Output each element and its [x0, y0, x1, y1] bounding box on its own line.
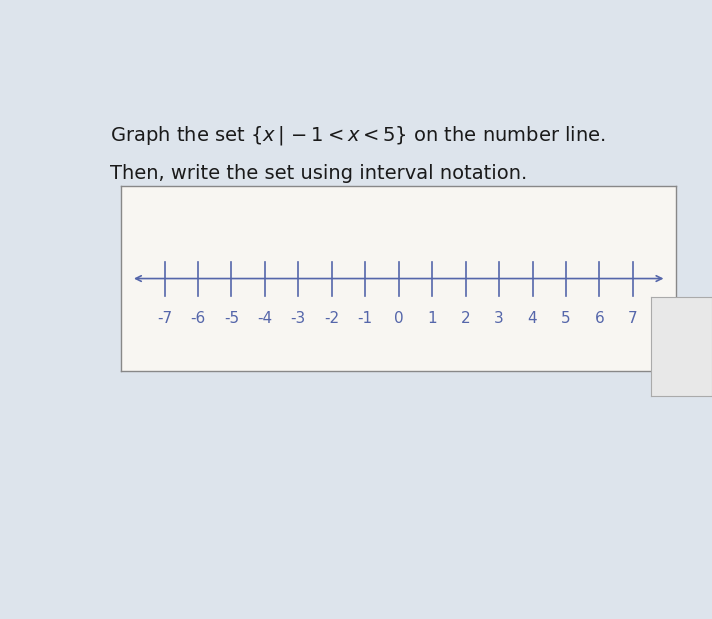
Text: -2: -2: [324, 311, 340, 326]
Text: 7: 7: [628, 311, 638, 326]
Text: -5: -5: [224, 311, 239, 326]
Text: 5: 5: [561, 311, 571, 326]
Text: 1: 1: [427, 311, 437, 326]
Text: -7: -7: [157, 311, 172, 326]
Text: 0: 0: [394, 311, 404, 326]
Text: 2: 2: [461, 311, 471, 326]
Text: 4: 4: [528, 311, 538, 326]
Text: 3: 3: [494, 311, 504, 326]
Text: 6: 6: [595, 311, 604, 326]
Text: -6: -6: [190, 311, 206, 326]
Text: -1: -1: [357, 311, 373, 326]
Text: -3: -3: [290, 311, 306, 326]
Text: Then, write the set using interval notation.: Then, write the set using interval notat…: [110, 164, 528, 183]
Text: Graph the set $\{x\,|\,-1<x<5\}$ on the number line.: Graph the set $\{x\,|\,-1<x<5\}$ on the …: [110, 124, 606, 147]
Text: -4: -4: [257, 311, 273, 326]
